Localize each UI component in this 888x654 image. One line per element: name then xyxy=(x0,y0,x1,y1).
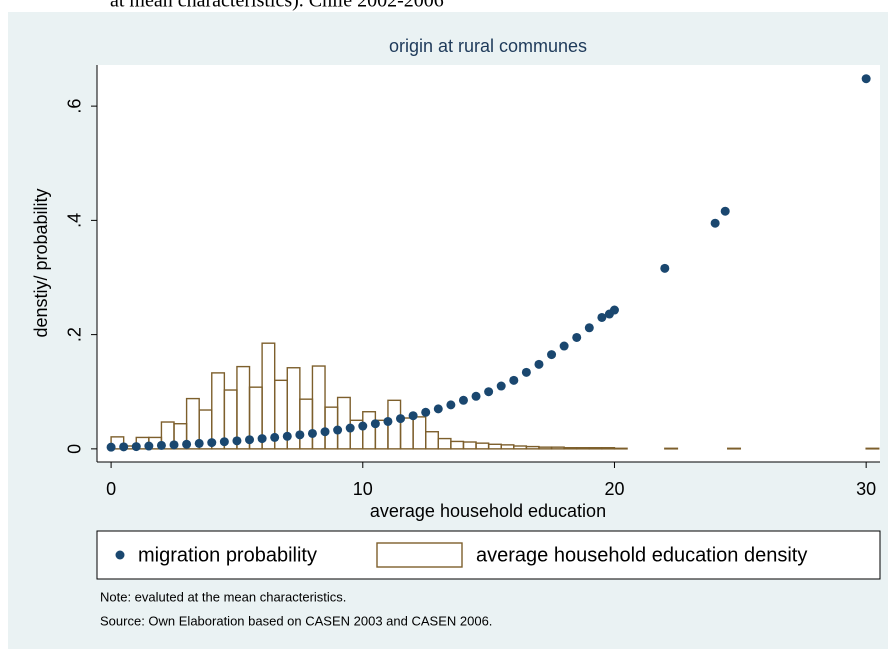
histogram-bar xyxy=(613,447,628,450)
y-tick-label: 0 xyxy=(65,444,85,454)
scatter-point xyxy=(257,434,267,444)
legend-label: average household education density xyxy=(476,544,807,566)
plot-area xyxy=(97,65,880,462)
y-tick-label: .6 xyxy=(65,99,85,114)
scatter-point xyxy=(182,439,192,449)
histogram-bar xyxy=(865,447,880,450)
scatter-point xyxy=(245,435,255,445)
scatter-point xyxy=(572,332,582,342)
note: Note: evaluted at the mean characteristi… xyxy=(100,589,346,604)
scatter-point xyxy=(710,218,720,228)
histogram-bar xyxy=(601,447,616,450)
scatter-point xyxy=(295,430,305,440)
scatter-point xyxy=(358,421,368,431)
scatter-point xyxy=(559,341,569,351)
scatter-point xyxy=(597,312,607,322)
legend-box xyxy=(96,530,881,580)
scatter-point xyxy=(270,432,280,442)
scatter-point xyxy=(521,367,531,377)
histogram-bar xyxy=(576,447,591,450)
histogram-bar xyxy=(727,447,742,450)
legend-marker xyxy=(115,550,125,560)
scatter-point xyxy=(446,400,456,410)
scatter-point xyxy=(232,436,242,446)
x-tick-label: 30 xyxy=(856,479,876,499)
source-note: Source: Own Elaboration based on CASEN 2… xyxy=(100,613,492,628)
chart-title: origin at rural communes xyxy=(389,36,587,56)
y-tick-label: .2 xyxy=(65,327,85,342)
legend-swatch xyxy=(376,542,463,568)
scatter-point xyxy=(660,263,670,273)
x-tick-label: 0 xyxy=(106,479,116,499)
y-axis-title: denstiy/ probability xyxy=(31,188,51,337)
scatter-point xyxy=(584,323,594,333)
scatter-point xyxy=(345,423,355,433)
scatter-point xyxy=(307,428,317,438)
scatter-point xyxy=(383,416,393,426)
scatter-point xyxy=(433,404,443,414)
scatter-point xyxy=(421,407,431,417)
scatter-point xyxy=(333,425,343,435)
scatter-point xyxy=(720,206,730,216)
scatter-point xyxy=(396,414,406,424)
scatter-point xyxy=(169,440,179,450)
scatter-point xyxy=(320,427,330,437)
scatter-point xyxy=(219,437,229,447)
scatter-point xyxy=(106,442,116,452)
scatter-point xyxy=(408,411,418,421)
caption-above: at mean characteristics). Chile 2002-200… xyxy=(110,0,444,12)
scatter-point xyxy=(609,305,619,315)
scatter-point xyxy=(156,440,166,450)
scatter-point xyxy=(282,431,292,441)
x-tick-label: 20 xyxy=(604,479,624,499)
y-tick-label: .4 xyxy=(65,213,85,228)
scatter-point xyxy=(119,442,129,452)
scatter-point xyxy=(534,359,544,369)
legend-label: migration probability xyxy=(138,544,317,566)
x-tick-label: 10 xyxy=(353,479,373,499)
x-axis-title: average household education xyxy=(370,501,606,521)
histogram-bar xyxy=(563,447,578,450)
scatter-point xyxy=(496,381,506,391)
scatter-point xyxy=(547,350,557,360)
scatter-point xyxy=(194,438,204,448)
scatter-point xyxy=(484,387,494,397)
scatter-point xyxy=(207,438,217,448)
scatter-point xyxy=(131,442,141,452)
scatter-point xyxy=(861,74,871,84)
scatter-point xyxy=(370,419,380,429)
histogram-bar xyxy=(588,447,603,450)
scatter-point xyxy=(458,395,468,405)
scatter-point xyxy=(471,391,481,401)
scatter-point xyxy=(144,441,154,451)
scatter-point xyxy=(509,375,519,385)
legend: migration probability average household e… xyxy=(115,542,807,568)
histogram-bar xyxy=(664,447,679,450)
